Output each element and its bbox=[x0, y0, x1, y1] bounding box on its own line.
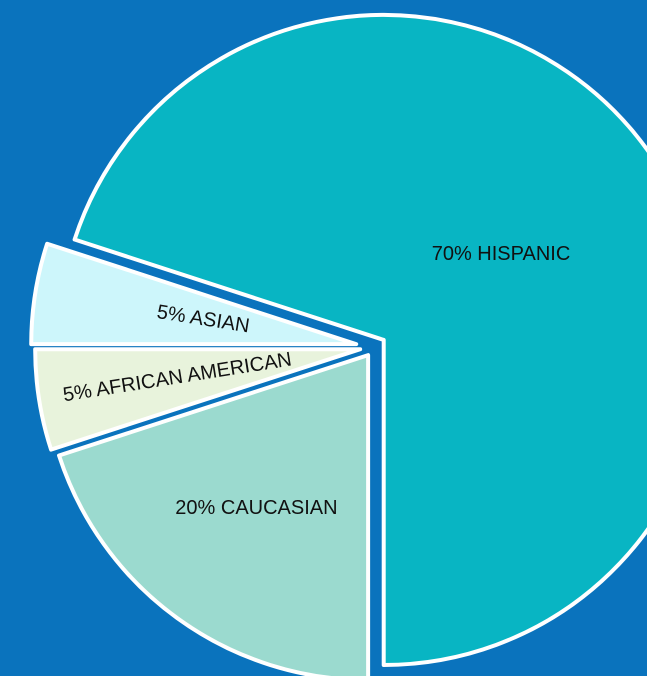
slice-label-caucasian: 20% CAUCASIAN bbox=[175, 497, 337, 519]
pie-slice-asian bbox=[29, 241, 359, 347]
slice-label-hispanic: 70% HISPANIC bbox=[432, 243, 571, 265]
pie-slice-african-american bbox=[33, 347, 363, 452]
pie-slice-caucasian bbox=[57, 353, 371, 676]
